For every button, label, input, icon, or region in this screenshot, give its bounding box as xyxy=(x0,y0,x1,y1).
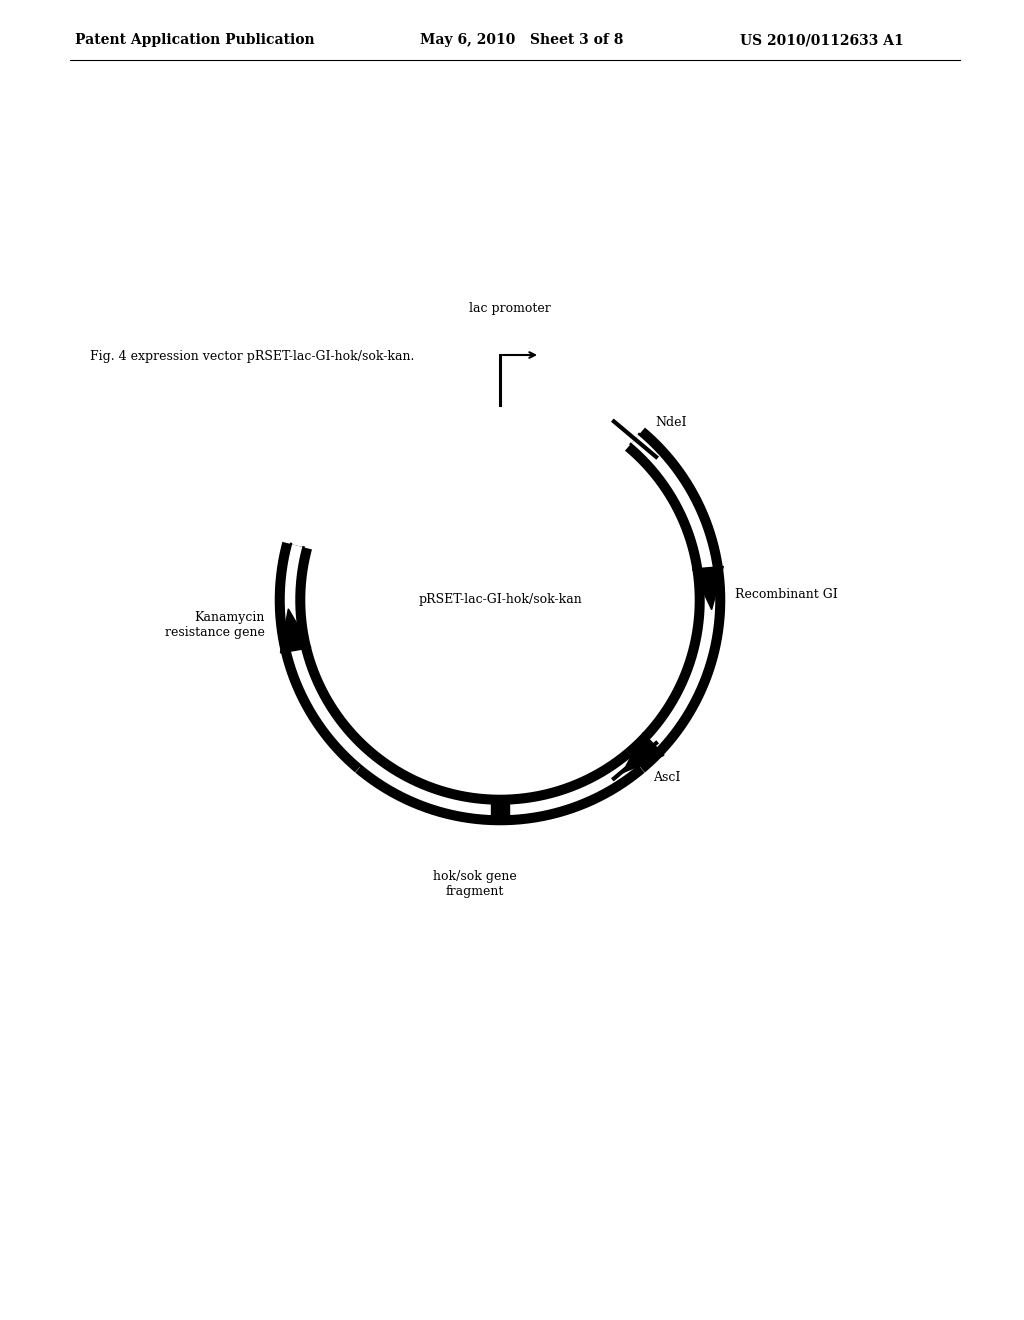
Text: NdeI: NdeI xyxy=(655,416,686,429)
Text: US 2010/0112633 A1: US 2010/0112633 A1 xyxy=(740,33,904,48)
Text: lac promoter: lac promoter xyxy=(469,302,551,315)
Polygon shape xyxy=(281,609,311,653)
Text: Kanamycin
resistance gene: Kanamycin resistance gene xyxy=(165,611,265,639)
Text: hok/sok gene
fragment: hok/sok gene fragment xyxy=(433,870,517,898)
Text: May 6, 2010   Sheet 3 of 8: May 6, 2010 Sheet 3 of 8 xyxy=(420,33,624,48)
Text: Patent Application Publication: Patent Application Publication xyxy=(75,33,314,48)
Text: Fig. 4 expression vector pRSET-lac-GI-hok/sok-kan.: Fig. 4 expression vector pRSET-lac-GI-ho… xyxy=(90,350,415,363)
Text: AscI: AscI xyxy=(653,771,680,784)
Polygon shape xyxy=(284,434,717,817)
Bar xyxy=(490,799,509,821)
Polygon shape xyxy=(692,566,723,610)
Text: Recombinant GI: Recombinant GI xyxy=(735,589,838,602)
Polygon shape xyxy=(623,733,664,772)
Text: pRSET-lac-GI-hok/sok-kan: pRSET-lac-GI-hok/sok-kan xyxy=(418,594,582,606)
